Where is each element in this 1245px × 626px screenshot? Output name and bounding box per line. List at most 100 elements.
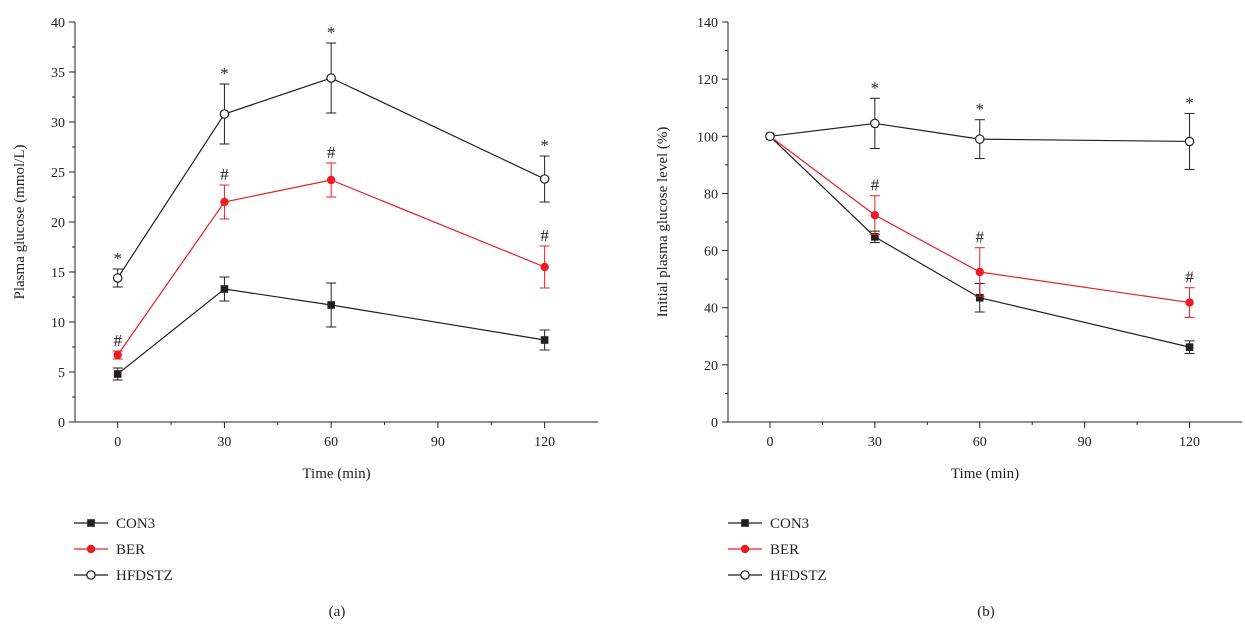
- panel-label: (b): [977, 604, 995, 620]
- data-point: [113, 370, 122, 378]
- legend-entry-con3: CON3: [728, 516, 809, 532]
- series-line: [769, 122, 1190, 143]
- significance-hash: #: [113, 331, 122, 350]
- legend-marker: [87, 519, 95, 527]
- x-tick-label: 30: [868, 435, 882, 450]
- x-tick-label: 90: [1078, 435, 1092, 450]
- series-ber: # # #: [765, 132, 1195, 318]
- y-tick-label: 5: [58, 366, 65, 381]
- legend-marker: [741, 519, 749, 527]
- series-line: [117, 77, 545, 279]
- y-tick-label: 0: [711, 416, 718, 431]
- series-hfdstz: * * *: [765, 78, 1195, 170]
- legend-marker: [740, 544, 750, 554]
- series-line: [117, 179, 545, 356]
- x-tick-label: 0: [114, 435, 121, 450]
- y-tick-label: 20: [704, 359, 718, 374]
- series-hfdstz: * * * *: [112, 23, 550, 288]
- panel-b: 0 20 40 60 80 100 120 140 0 30 60 90 120 Time (min) In…: [655, 16, 1242, 620]
- significance-hash: #: [871, 176, 880, 195]
- data-point: [975, 293, 984, 302]
- data-point: [220, 285, 229, 293]
- y-axis-title: Initial plasma glucose level (%): [655, 127, 671, 318]
- data-point: [870, 210, 880, 220]
- x-tick-label: 90: [431, 435, 445, 450]
- data-point: [112, 273, 123, 283]
- y-tick-label: 20: [51, 216, 65, 231]
- legend-marker: [740, 570, 750, 580]
- x-tick-label: 120: [1179, 435, 1200, 450]
- significance-asterisk: *: [1185, 93, 1194, 112]
- y-tick-label: 60: [704, 245, 718, 260]
- legend-label: HFDSTZ: [770, 568, 827, 584]
- data-point: [1184, 136, 1195, 147]
- significance-hash: #: [976, 228, 985, 247]
- x-tick-label: 0: [766, 435, 773, 450]
- legend-label: HFDSTZ: [116, 568, 173, 584]
- panel-a: 0 5 10 15 20 25 30 35 40 0 30 60 90 120 Time (min) Plas…: [12, 16, 598, 620]
- y-tick-label: 80: [704, 187, 718, 202]
- y-axis-title: Plasma glucose (mmol/L): [12, 145, 28, 300]
- data-point: [1185, 298, 1194, 307]
- y-tick-label: 15: [51, 266, 65, 281]
- significance-asterisk: *: [220, 64, 229, 83]
- x-tick-label: 60: [324, 435, 338, 450]
- significance-hash: #: [327, 143, 336, 162]
- y-tick-label: 100: [697, 130, 718, 145]
- y-tick-label: 40: [704, 302, 718, 317]
- x-tick-label: 120: [534, 435, 555, 450]
- significance-asterisk: *: [113, 249, 122, 268]
- legend-entry-ber: BER: [74, 542, 145, 558]
- data-point: [974, 134, 985, 144]
- data-point: [540, 336, 549, 344]
- x-tick-label: 30: [217, 435, 231, 450]
- data-point: [765, 131, 775, 142]
- legend-label: BER: [116, 542, 145, 558]
- significance-hash: #: [220, 165, 229, 184]
- data-point: [540, 262, 549, 272]
- legend-marker: [86, 544, 96, 554]
- data-point: [871, 233, 879, 241]
- significance-hash: #: [1185, 268, 1194, 287]
- legend-marker: [86, 570, 96, 580]
- data-point: [870, 118, 880, 129]
- legend-entry-ber: BER: [728, 542, 799, 558]
- y-tick-label: 30: [51, 116, 65, 131]
- y-tick-label: 0: [58, 416, 65, 431]
- legend-label: CON3: [770, 516, 809, 532]
- data-point: [113, 350, 122, 360]
- significance-asterisk: *: [871, 78, 880, 97]
- data-point: [539, 174, 550, 184]
- legend-label: BER: [770, 542, 799, 558]
- legend-entry-con3: CON3: [74, 516, 155, 532]
- y-tick-label: 120: [697, 73, 718, 88]
- y-tick-label: 140: [697, 16, 718, 31]
- y-tick-label: 25: [51, 166, 65, 181]
- legend-label: CON3: [116, 516, 155, 532]
- x-axis-title: Time (min): [302, 466, 370, 482]
- series-line: [769, 135, 1190, 304]
- y-tick-label: 35: [51, 66, 65, 81]
- y-tick-label: 40: [51, 16, 65, 31]
- legend-entry-hfdstz: HFDSTZ: [74, 568, 173, 584]
- series-ber: # # # #: [112, 143, 550, 360]
- data-point: [1185, 343, 1194, 351]
- data-point: [327, 301, 335, 309]
- series-con3: [112, 276, 550, 381]
- significance-asterisk: *: [327, 23, 336, 42]
- y-tick-label: 10: [51, 316, 65, 331]
- data-point: [219, 109, 230, 119]
- series-line: [769, 135, 1190, 348]
- significance-asterisk: *: [976, 100, 985, 119]
- data-point: [220, 197, 229, 207]
- panel-label: (a): [329, 604, 346, 620]
- significance-hash: #: [540, 226, 549, 245]
- data-point: [975, 267, 984, 277]
- legend-entry-hfdstz: HFDSTZ: [728, 568, 827, 584]
- series-line: [117, 288, 545, 375]
- x-axis-title: Time (min): [951, 466, 1019, 482]
- significance-asterisk: *: [540, 136, 549, 155]
- x-tick-label: 60: [973, 435, 987, 450]
- data-point: [326, 175, 336, 185]
